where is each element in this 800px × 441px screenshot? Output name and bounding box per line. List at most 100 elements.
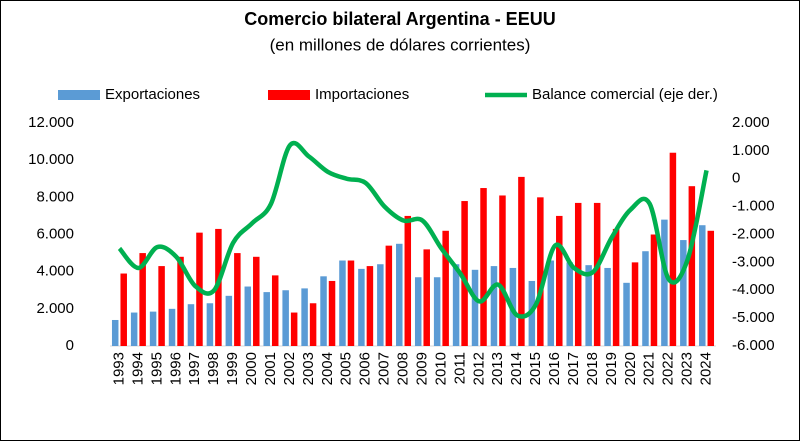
bar — [585, 265, 592, 346]
bar — [187, 304, 195, 346]
x-tick-label: 1994 — [129, 352, 146, 385]
bar — [642, 251, 649, 346]
bar — [320, 276, 327, 346]
y-tick-label: 12.000 — [28, 114, 74, 131]
bar — [366, 266, 374, 346]
bar — [396, 243, 403, 346]
bar — [688, 186, 696, 346]
x-tick-label: 1999 — [224, 352, 241, 385]
x-tick-label: 2000 — [243, 352, 260, 385]
bar — [547, 260, 555, 346]
x-tick-label: 1996 — [167, 352, 184, 385]
bar — [290, 312, 298, 346]
y2-tick-label: -4.000 — [732, 281, 775, 298]
bar — [225, 295, 233, 346]
bar — [518, 176, 525, 346]
y2-tick-label: 2.000 — [732, 114, 770, 131]
bar — [556, 215, 563, 346]
y-tick-label: 4.000 — [36, 263, 74, 280]
bar — [499, 195, 506, 346]
bar — [347, 260, 355, 346]
bar — [358, 268, 365, 346]
bar — [461, 201, 468, 346]
x-tick-label: 2009 — [413, 352, 430, 385]
chart-subtitle: (en millones de dólares corrientes) — [270, 35, 531, 54]
x-tick-label: 2010 — [432, 352, 449, 385]
y-tick-label: 6.000 — [36, 225, 74, 242]
x-tick-label: 2012 — [470, 352, 487, 385]
bar — [328, 280, 336, 346]
y-tick-label: 0 — [66, 337, 74, 354]
bar — [234, 253, 241, 346]
chart-title: Comercio bilateral Argentina - EEUU — [244, 9, 555, 29]
bar — [661, 219, 668, 346]
bar — [253, 256, 260, 346]
bar — [282, 290, 289, 346]
bar — [566, 262, 573, 346]
bar — [650, 234, 658, 346]
y-tick-label: 8.000 — [36, 188, 74, 205]
x-tick-label: 2001 — [262, 352, 279, 385]
bar — [414, 277, 422, 346]
bar — [593, 202, 601, 346]
x-tick-label: 2002 — [281, 352, 298, 385]
bar — [168, 308, 176, 346]
bar — [130, 312, 138, 346]
bar — [423, 249, 430, 346]
bar — [537, 197, 544, 346]
x-tick-label: 2024 — [698, 352, 715, 385]
x-tick-label: 1997 — [186, 352, 203, 385]
bar — [574, 202, 582, 346]
x-tick-label: 2011 — [451, 352, 468, 384]
x-tick-label: 1995 — [148, 352, 165, 385]
y2-tick-label: 0 — [732, 170, 740, 187]
x-tick-label: 2018 — [584, 352, 601, 385]
x-tick-label: 2006 — [357, 352, 374, 385]
legend-swatch — [58, 90, 100, 100]
x-tick-label: 2015 — [527, 352, 544, 385]
y-tick-label: 10.000 — [28, 151, 74, 168]
bar — [631, 262, 639, 346]
line — [117, 140, 709, 319]
x-tick-label: 2003 — [300, 352, 317, 385]
x-tick-label: 2017 — [565, 352, 582, 385]
y2-tick-label: -2.000 — [732, 225, 775, 242]
legend-label: Exportaciones — [105, 86, 200, 103]
y-tick-label: 2.000 — [36, 300, 74, 317]
bar — [490, 266, 498, 346]
x-tick-label: 2022 — [660, 352, 677, 385]
x-tick-label: 2016 — [546, 352, 563, 385]
x-tick-label: 1998 — [205, 352, 222, 385]
bar — [339, 260, 346, 346]
x-tick-label: 1993 — [110, 352, 127, 385]
bar — [623, 282, 630, 346]
x-tick-label: 2014 — [508, 352, 525, 385]
bar — [139, 253, 146, 346]
bar — [111, 319, 119, 346]
legend-label: Balance comercial (eje der.) — [532, 86, 718, 103]
bar — [177, 256, 184, 346]
bar — [404, 215, 412, 346]
bar — [309, 303, 317, 346]
bar — [120, 273, 127, 346]
y2-tick-label: -1.000 — [732, 198, 775, 215]
bar — [385, 245, 393, 346]
y2-tick-label: -3.000 — [732, 253, 775, 270]
x-tick-label: 2023 — [679, 352, 696, 385]
x-tick-label: 2008 — [395, 352, 412, 385]
bar — [442, 230, 449, 346]
bar — [244, 286, 252, 346]
legend-label: Importaciones — [315, 86, 409, 103]
bar — [604, 267, 611, 346]
legend-swatch — [268, 90, 310, 100]
bar — [271, 275, 279, 346]
bar — [707, 230, 715, 346]
x-tick-label: 2019 — [603, 352, 620, 385]
x-tick-label: 2021 — [641, 352, 658, 385]
bar — [480, 188, 487, 346]
bar — [301, 288, 308, 346]
bar — [612, 228, 620, 346]
y2-tick-label: 1.000 — [732, 142, 770, 159]
bar — [680, 240, 687, 346]
